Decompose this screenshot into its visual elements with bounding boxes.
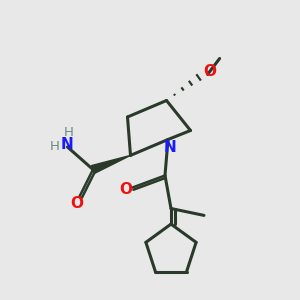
Text: H: H: [50, 140, 59, 153]
Text: O: O: [203, 64, 217, 80]
Text: O: O: [70, 196, 83, 211]
Text: N: N: [164, 140, 176, 155]
Text: H: H: [64, 125, 74, 139]
Text: N: N: [60, 136, 73, 152]
Polygon shape: [92, 155, 130, 173]
Text: O: O: [119, 182, 133, 197]
